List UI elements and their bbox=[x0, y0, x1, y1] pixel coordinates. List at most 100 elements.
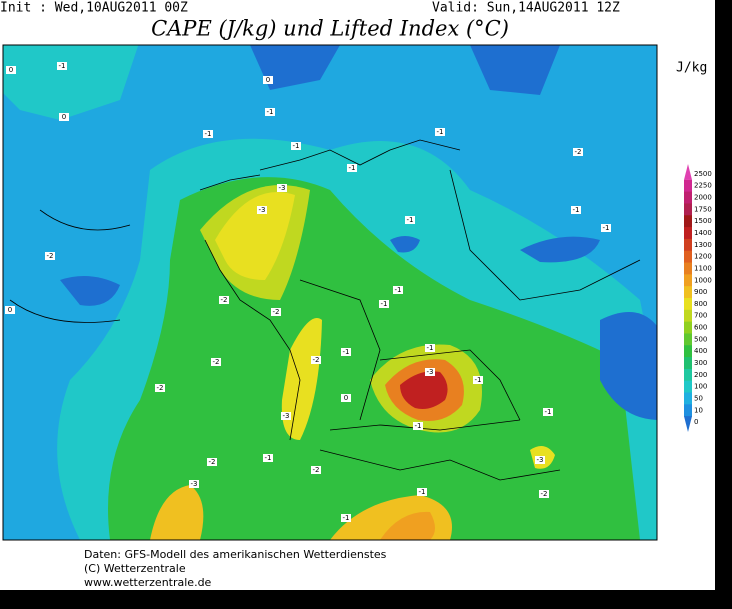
colorbar-label: 0 bbox=[694, 418, 698, 426]
field bbox=[470, 45, 560, 95]
colorbar-label: 300 bbox=[694, 359, 707, 367]
contour-label: -1 bbox=[343, 348, 350, 356]
contour-label: -2 bbox=[47, 252, 54, 260]
contour-label: -3 bbox=[259, 206, 266, 214]
colorbar-label: 2500 bbox=[694, 170, 712, 178]
contour-label: -1 bbox=[415, 422, 422, 430]
contour-label: 0 bbox=[62, 113, 66, 121]
contour-label: -1 bbox=[437, 128, 444, 136]
colorbar-swatch bbox=[684, 392, 692, 405]
contour-label: -3 bbox=[283, 412, 290, 420]
contour-label-box bbox=[277, 184, 287, 192]
contour-label: -1 bbox=[603, 224, 610, 232]
contour-label-box bbox=[265, 108, 275, 116]
contour-label-box bbox=[341, 514, 351, 522]
contour-label-box bbox=[405, 216, 415, 224]
contour-label: -3 bbox=[537, 456, 544, 464]
colorbar-label: 200 bbox=[694, 371, 707, 379]
contour-label: -1 bbox=[267, 108, 274, 116]
contour-label: 0 bbox=[266, 76, 270, 84]
colorbar-label: 100 bbox=[694, 383, 707, 391]
contour-label-box bbox=[155, 384, 165, 392]
contour-label-box bbox=[473, 376, 483, 384]
footer-line: www.wetterzentrale.de bbox=[84, 576, 212, 589]
colorbar-swatch bbox=[684, 368, 692, 382]
colorbar-swatch bbox=[684, 286, 692, 299]
colorbar-label: 1000 bbox=[694, 276, 712, 284]
contour-label-box bbox=[379, 300, 389, 308]
contour-label: 0 bbox=[9, 66, 13, 74]
contour-label-box bbox=[417, 488, 427, 496]
contour-label-box bbox=[207, 458, 217, 466]
contour-label-box bbox=[59, 113, 69, 121]
contour-label-box bbox=[219, 296, 229, 304]
contour-label-box bbox=[347, 164, 357, 172]
contour-label-box bbox=[45, 252, 55, 260]
contour-label: -1 bbox=[59, 62, 66, 70]
contour-label: -2 bbox=[541, 490, 548, 498]
contour-label: -2 bbox=[157, 384, 164, 392]
contour-label: -2 bbox=[575, 148, 582, 156]
contour-label-box bbox=[271, 308, 281, 316]
field bbox=[281, 318, 322, 440]
colorbar-label: 1500 bbox=[694, 217, 712, 225]
contour-label-box bbox=[6, 66, 16, 74]
contour-label-box bbox=[211, 358, 221, 366]
map-title: CAPE (J/kg) und Lifted Index (°C) bbox=[151, 17, 509, 41]
map-frame bbox=[2, 44, 658, 541]
colorbar-label: 50 bbox=[694, 394, 703, 402]
contour-label-box bbox=[601, 224, 611, 232]
contour-label-box bbox=[311, 466, 321, 474]
colorbar-label: 800 bbox=[694, 300, 707, 308]
footer-line: (C) Wetterzentrale bbox=[84, 562, 186, 575]
contour-label: -1 bbox=[343, 514, 350, 522]
colorbar-label: 1400 bbox=[694, 229, 712, 237]
contour-label: 0 bbox=[8, 306, 12, 314]
contour-labels: 0 -1 0 0 -1 -1 -1 -2 -1 -3 -1 -3 -2 -1 -2 -1 -2 -1 -1 -1 -2 -… bbox=[5, 62, 611, 522]
contour-label: -1 bbox=[407, 216, 414, 224]
contour-label-box bbox=[425, 368, 435, 376]
colorbar-swatch bbox=[684, 250, 692, 264]
colorbar-cap bbox=[684, 416, 692, 432]
contour-label: -3 bbox=[191, 480, 198, 488]
colorbar-swatch bbox=[684, 203, 692, 216]
colorbar-label: 1200 bbox=[694, 253, 712, 261]
contour-label: -1 bbox=[475, 376, 482, 384]
right-edge bbox=[715, 0, 732, 609]
contour-label-box bbox=[281, 412, 291, 420]
colorbar: 2500225020001750150014001300120011001000… bbox=[684, 164, 712, 432]
colorbar-label: 900 bbox=[694, 288, 707, 296]
contour-label-box bbox=[413, 422, 423, 430]
contour-label-box bbox=[263, 76, 273, 84]
contour-label: -2 bbox=[209, 458, 216, 466]
contour-label-box bbox=[435, 128, 445, 136]
field bbox=[60, 276, 120, 306]
contour-label: -1 bbox=[545, 408, 552, 416]
colorbar-swatch bbox=[684, 404, 692, 417]
colorbar-label: 1300 bbox=[694, 241, 712, 249]
valid-time: Valid: Sun,14AUG2011 12Z bbox=[432, 1, 620, 16]
contour-label: -1 bbox=[205, 130, 212, 138]
colorbar-swatch bbox=[684, 179, 692, 193]
colorbar-swatch bbox=[684, 333, 692, 346]
colorbar-label: 400 bbox=[694, 347, 707, 355]
colorbar-swatch bbox=[684, 357, 692, 370]
contour-label-box bbox=[393, 286, 403, 294]
colorbar-swatch bbox=[684, 238, 692, 252]
contour-label: 0 bbox=[344, 394, 348, 402]
contour-label: -2 bbox=[313, 466, 320, 474]
contour-label-box bbox=[203, 130, 213, 138]
colorbar-label: 2000 bbox=[694, 194, 712, 202]
colorbar-cap bbox=[684, 164, 692, 180]
contour-label: -1 bbox=[349, 164, 356, 172]
colorbar-swatch bbox=[684, 309, 692, 323]
contour-label-box bbox=[311, 356, 321, 364]
contour-label: -1 bbox=[265, 454, 272, 462]
colorbar-label: 700 bbox=[694, 312, 707, 320]
field bbox=[600, 312, 657, 420]
colorbar-label: 1100 bbox=[694, 264, 712, 272]
contour-label-box bbox=[539, 490, 549, 498]
colorbar-swatch bbox=[684, 380, 692, 394]
contour-label: -1 bbox=[381, 300, 388, 308]
